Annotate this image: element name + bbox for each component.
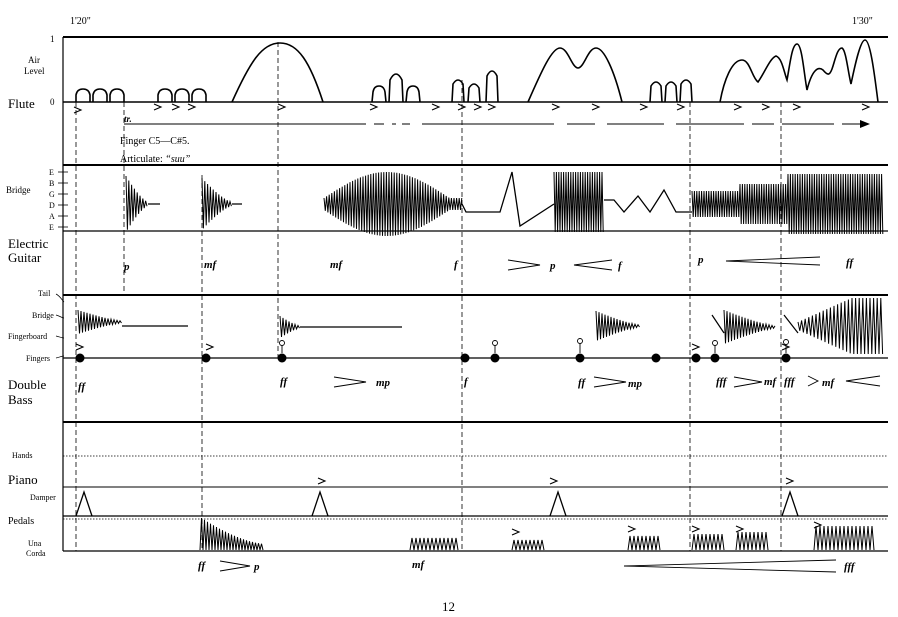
articulate-label: Articulate: “suu” (120, 154, 191, 165)
bass-finger-dots (75, 353, 791, 363)
air-label-line1: Air (28, 55, 40, 65)
piano-accents (317, 477, 823, 536)
air-level-contour (75, 39, 879, 103)
una-corda-decay (199, 517, 264, 551)
svg-text:fff: fff (844, 561, 856, 573)
trill-mark: tr. (124, 114, 132, 124)
guitar-swell-wave (323, 171, 463, 237)
air-axis-top: 1 (50, 34, 55, 44)
svg-text:Hands: Hands (12, 451, 32, 460)
start-time: 1'20" (70, 16, 91, 27)
bass-decay-wave (279, 315, 300, 338)
una-corda-teeth (691, 533, 725, 551)
bass-name-line1: Double (8, 377, 47, 392)
svg-text:p: p (123, 261, 130, 273)
svg-text:fff: fff (716, 376, 728, 388)
guitar-dynamics: p mf mf f p f p ff (123, 254, 854, 273)
guitar-string-ticks (58, 171, 68, 228)
air-axis-bottom: 0 (50, 97, 55, 107)
bass-decay-wave (77, 309, 122, 334)
svg-text:ff: ff (578, 377, 586, 389)
svg-text:ff: ff (280, 376, 288, 388)
guitar-name-line2: Guitar (8, 250, 42, 265)
piano-labels: Hands Damper Una Corda (12, 451, 56, 558)
bass-accents (75, 343, 791, 351)
damper-pedal-line (75, 489, 799, 517)
svg-text:Fingers: Fingers (26, 354, 50, 363)
flute-accents (73, 103, 871, 114)
pedals-label: Pedals (8, 516, 34, 527)
guitar-name-line1: Electric (8, 236, 49, 251)
staff-lines (62, 36, 888, 552)
trill-arrow (860, 120, 870, 128)
svg-text:f: f (618, 260, 623, 272)
air-label-line2: Level (24, 66, 45, 76)
svg-text:Fingerboard: Fingerboard (8, 332, 47, 341)
end-time: 1'30" (852, 16, 873, 27)
bass-build-wave (797, 297, 884, 355)
una-corda-teeth (627, 535, 661, 551)
svg-text:mf: mf (330, 259, 344, 271)
svg-text:mf: mf (764, 376, 778, 388)
svg-text:Bridge: Bridge (32, 311, 54, 320)
svg-text:ff: ff (846, 257, 854, 269)
svg-text:p: p (253, 561, 260, 573)
bass-dynamics: ff ff mp f ff mp fff mf fff mf (78, 376, 836, 393)
guitar-decay-wave (201, 177, 232, 229)
piano-dynamics: ff p mf fff (198, 559, 856, 573)
una-corda-teeth (511, 539, 545, 551)
svg-text:mp: mp (628, 378, 643, 390)
guitar-build-wave (691, 173, 884, 235)
svg-text:p: p (549, 260, 556, 272)
cue-lines (75, 42, 782, 551)
svg-text:mp: mp (376, 377, 391, 389)
piano-name: Piano (8, 472, 38, 487)
svg-text:mf: mf (822, 377, 836, 389)
svg-text:B: B (49, 179, 54, 188)
svg-text:f: f (454, 259, 459, 271)
bass-sustain-lines (122, 314, 799, 334)
una-corda-teeth (735, 531, 769, 551)
guitar-bridge-label: Bridge (6, 185, 31, 195)
svg-text:A: A (49, 212, 55, 221)
svg-text:Tail: Tail (38, 289, 51, 298)
guitar-decay-wave (125, 175, 148, 230)
svg-text:G: G (49, 190, 55, 199)
svg-text:fff: fff (784, 376, 796, 388)
svg-text:ff: ff (198, 560, 206, 572)
bass-harmonic-circles (279, 338, 789, 353)
bass-decay-wave (723, 309, 776, 344)
svg-text:mf: mf (412, 559, 426, 571)
svg-text:E: E (49, 223, 54, 232)
fingering-note: Finger C5—C#5. (120, 136, 189, 147)
guitar-block-wave (553, 171, 604, 233)
svg-text:mf: mf (204, 259, 218, 271)
bass-labels: Tail Bridge Fingerboard Fingers (8, 289, 54, 363)
svg-text:Corda: Corda (26, 549, 46, 558)
guitar-gesture-lines (148, 171, 692, 228)
svg-text:Damper: Damper (30, 493, 56, 502)
bass-name-line2: Bass (8, 392, 33, 407)
bass-decay-wave (595, 310, 640, 341)
una-corda-waveforms (199, 517, 875, 551)
svg-text:f: f (464, 376, 469, 388)
svg-text:D: D (49, 201, 55, 210)
una-corda-teeth (409, 537, 459, 551)
svg-text:p: p (697, 254, 704, 266)
una-corda-teeth (813, 525, 875, 551)
svg-text:Una: Una (28, 539, 42, 548)
flute-name: Flute (8, 96, 35, 111)
bass-waveforms (77, 297, 884, 355)
bass-label-pointers (55, 293, 65, 359)
guitar-string-labels: E B G D A E (49, 168, 55, 232)
svg-text:ff: ff (78, 381, 86, 393)
guitar-waveforms (125, 171, 884, 237)
guitar-hairpins (507, 256, 821, 271)
page-number: 12 (442, 599, 455, 614)
piano-hairpins (219, 559, 837, 573)
bass-hairpins (333, 375, 881, 388)
svg-text:E: E (49, 168, 54, 177)
